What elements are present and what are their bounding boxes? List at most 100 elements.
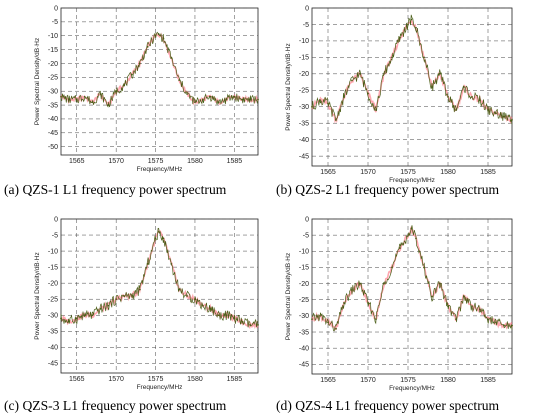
y-tick-label: -40 — [48, 116, 58, 123]
x-tick-label: 1585 — [480, 169, 496, 176]
chart-b: 0 -5 -10 -15 -20 -25 -30 -35 -40 -45 1565 1570 1575 1… — [285, 5, 513, 184]
data-point — [383, 282, 385, 285]
y-tick-label: -40 — [299, 137, 309, 144]
data-point — [415, 26, 417, 29]
y-tick-label: -25 — [48, 75, 58, 82]
data-point — [217, 101, 220, 104]
x-tick-label: 1585 — [227, 376, 243, 383]
data-point — [511, 324, 513, 327]
data-point — [375, 318, 377, 321]
chart-panel-a: 0 -5 -10 -15 -20 -25 -30 -35 -40 -45 -50 1565 1570 15… — [0, 0, 275, 194]
y-tick-label: 0 — [305, 5, 309, 12]
chart-panel-c: 0 -5 -10 -15 -20 -25 -30 -35 -40 -45 1565 1570 1575 1… — [0, 212, 275, 398]
y-tick-label: -20 — [48, 280, 58, 287]
data-point — [439, 282, 441, 285]
data-point — [225, 98, 228, 101]
y-tick-label: -30 — [48, 89, 58, 96]
data-point — [343, 302, 345, 304]
y-tick-label: -15 — [48, 47, 58, 54]
data-point — [201, 304, 204, 307]
data-point — [154, 237, 157, 240]
data-point — [60, 95, 62, 98]
data-point — [123, 295, 125, 297]
y-tick-label: 0 — [54, 216, 58, 223]
data-point — [194, 101, 196, 104]
data-point — [511, 119, 513, 121]
caption-b: (b) QZS-2 L1 frequency power spectrum — [276, 182, 500, 197]
data-point — [131, 295, 133, 297]
data-point — [447, 95, 449, 98]
y-tick-label: -15 — [48, 264, 58, 271]
y-tick-label: 0 — [305, 216, 309, 223]
data-point — [471, 95, 473, 98]
y-tick-label: -45 — [48, 361, 58, 368]
data-point — [154, 34, 157, 37]
data-point — [91, 314, 94, 317]
data-point — [157, 33, 160, 36]
data-point — [186, 295, 188, 297]
data-point — [367, 302, 369, 304]
y-tick-label: -10 — [299, 249, 309, 256]
y-tick-label: -40 — [48, 345, 58, 352]
data-point — [407, 23, 409, 26]
data-point — [319, 99, 321, 102]
data-point — [91, 101, 94, 104]
data-point — [225, 314, 228, 317]
y-tick-label: -5 — [303, 22, 309, 29]
data-point — [249, 323, 252, 326]
y-tick-label: -35 — [48, 102, 58, 109]
measured-spectrum-line — [311, 14, 513, 125]
data-point — [399, 247, 401, 249]
data-point — [463, 86, 465, 88]
data-point — [107, 104, 110, 106]
y-tick-label: -5 — [303, 232, 309, 239]
x-tick-label: 1570 — [360, 377, 376, 384]
x-tick-label: 1570 — [360, 169, 376, 176]
caption-a: (a) QZS-1 L1 frequency power spectrum — [4, 182, 227, 197]
x-axis-label: Frequency/MHz — [137, 166, 183, 173]
data-point — [359, 282, 361, 285]
data-point — [455, 109, 457, 111]
y-tick-label: -10 — [48, 248, 58, 255]
data-point — [431, 295, 433, 298]
data-point — [209, 95, 212, 98]
x-tick-label: 1580 — [187, 376, 203, 383]
data-point — [407, 234, 409, 237]
y-tick-label: -15 — [299, 265, 309, 272]
data-point — [162, 37, 165, 40]
data-point — [257, 323, 259, 326]
chart-d: 0 -5 -10 -15 -20 -25 -30 -35 -40 -45 1565 1570 1575 1… — [285, 216, 513, 392]
data-point — [351, 289, 353, 291]
data-point — [67, 320, 70, 323]
y-tick-label: -35 — [299, 329, 309, 336]
data-point — [209, 307, 212, 310]
plot-area — [60, 7, 259, 156]
data-point — [415, 237, 417, 240]
x-axis-label: Frequency/MHz — [389, 177, 435, 184]
data-point — [170, 57, 173, 59]
data-point — [201, 98, 204, 101]
y-tick-label: -10 — [299, 38, 309, 45]
data-point — [138, 288, 141, 291]
data-point — [495, 112, 497, 115]
measured-spectrum-line — [60, 31, 259, 108]
data-point — [107, 304, 110, 307]
y-tick-label: -25 — [299, 88, 309, 95]
data-point — [233, 95, 236, 98]
data-point — [115, 90, 118, 93]
data-point — [131, 73, 133, 76]
y-tick-label: -30 — [299, 104, 309, 111]
data-point — [463, 295, 465, 298]
data-point — [194, 298, 196, 301]
x-tick-label: 1575 — [148, 158, 164, 165]
x-axis-label: Frequency/MHz — [137, 384, 183, 391]
y-tick-label: -20 — [299, 281, 309, 288]
x-axis-label: Frequency/MHz — [389, 385, 435, 392]
data-point — [249, 98, 252, 101]
y-tick-label: -25 — [299, 297, 309, 304]
data-point — [311, 105, 313, 108]
data-point — [447, 305, 449, 308]
y-axis-label: Power Spectral Density/dB·Hz — [34, 38, 41, 125]
data-point — [359, 72, 361, 75]
y-tick-label: -50 — [48, 144, 58, 151]
